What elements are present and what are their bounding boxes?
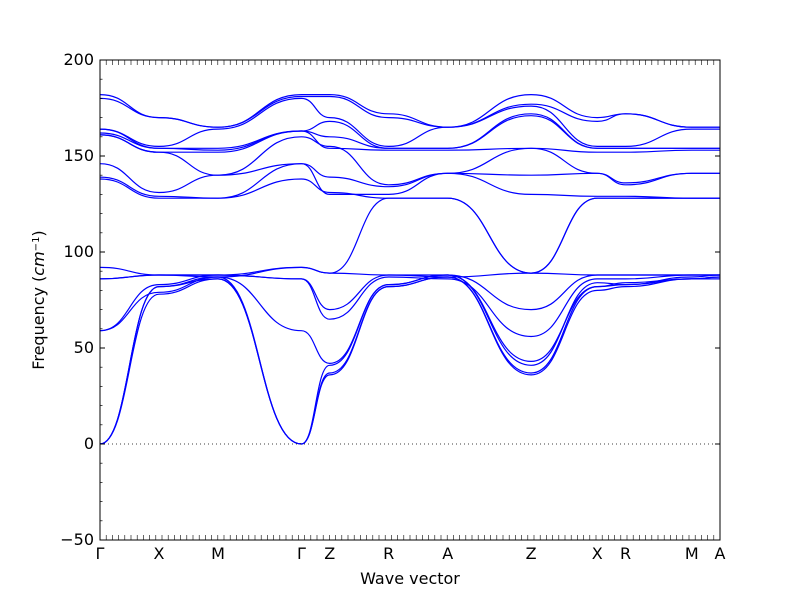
- band-line-5: [99, 274, 720, 338]
- y-tick-label: 0: [84, 434, 94, 453]
- plot-frame: [99, 59, 721, 541]
- x-tick-label: M: [211, 544, 225, 563]
- band-line-3: [99, 274, 721, 445]
- y-tick-label: 50: [74, 338, 94, 357]
- band-line-1: [99, 276, 720, 445]
- y-tick-label: −50: [60, 530, 94, 549]
- x-tick-label: Γ: [96, 544, 105, 563]
- x-tick-label: Γ: [297, 544, 306, 563]
- y-axis-label: Frequency (cm−1): [29, 230, 48, 369]
- y-axis-ticks: −50 0 50 100 150 200: [60, 50, 720, 549]
- y-tick-label: 150: [63, 146, 94, 165]
- x-tick-label: A: [442, 544, 453, 563]
- band-line-11: [99, 163, 720, 194]
- band-line-13: [99, 130, 720, 153]
- x-tick-label: Z: [324, 544, 335, 563]
- x-tick-label: X: [154, 544, 165, 563]
- band-line-12: [99, 134, 720, 186]
- band-line-15: [99, 113, 720, 149]
- band-line-9: [99, 178, 720, 274]
- band-line-17: [99, 95, 720, 128]
- band-lines: [99, 93, 721, 445]
- x-tick-label: R: [620, 544, 631, 563]
- x-axis-label: Wave vector: [360, 569, 460, 588]
- band-line-4: [99, 274, 721, 365]
- band-line-2: [99, 276, 721, 445]
- x-tick-label: M: [685, 544, 699, 563]
- band-line-14: [99, 115, 720, 151]
- y-tick-label: 100: [63, 242, 94, 261]
- x-tick-label: A: [715, 544, 726, 563]
- band-line-16: [99, 97, 720, 148]
- x-tick-label: Z: [526, 544, 537, 563]
- y-tick-label: 200: [63, 50, 94, 69]
- band-line-7: [99, 266, 720, 280]
- band-line-10: [99, 163, 720, 199]
- x-tick-label: X: [592, 544, 603, 563]
- band-line-18: [99, 93, 720, 128]
- band-line-8: [99, 197, 720, 278]
- x-tick-label: R: [383, 544, 394, 563]
